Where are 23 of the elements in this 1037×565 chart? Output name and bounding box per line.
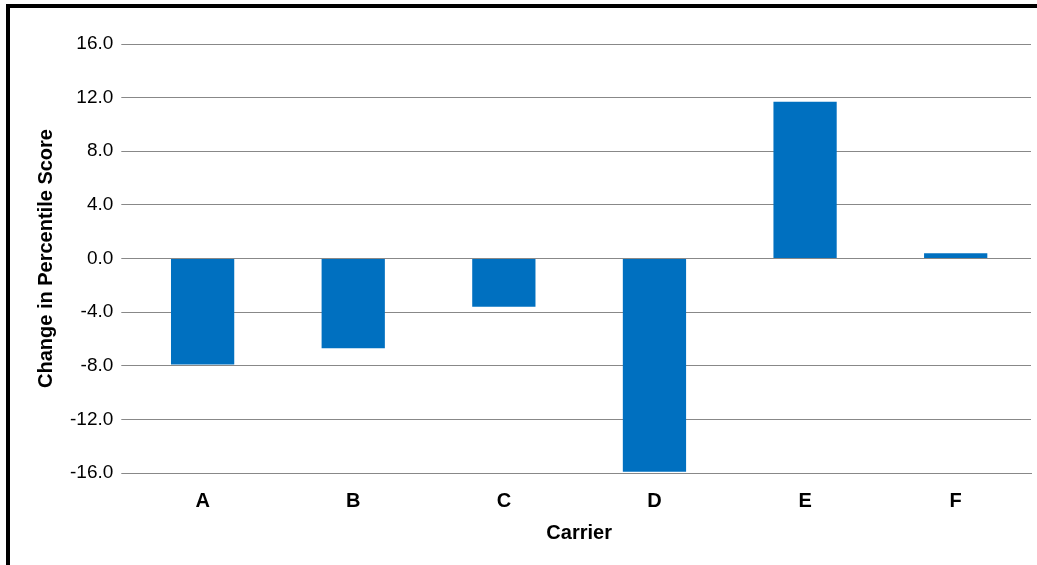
- x-tick-label: D: [647, 488, 662, 511]
- x-tick-label: A: [195, 488, 210, 511]
- y-tick-label: 0.0: [86, 246, 114, 268]
- bar: [773, 101, 837, 258]
- y-tick-label: -8.0: [80, 353, 114, 375]
- y-tick-label: -12.0: [69, 407, 114, 429]
- bar: [321, 259, 385, 349]
- y-tick-label: 12.0: [76, 85, 114, 107]
- x-tick-label: C: [496, 488, 512, 511]
- y-tick-label: 16.0: [76, 32, 114, 54]
- x-tick-label: F: [949, 488, 962, 511]
- y-tick-label: -4.0: [80, 300, 114, 322]
- x-tick-label: B: [346, 488, 361, 511]
- x-axis-title: Carrier: [546, 520, 613, 543]
- y-axis-title: Change in Percentile Score: [33, 129, 56, 388]
- y-tick-label: 4.0: [86, 193, 114, 215]
- bar: [622, 259, 687, 472]
- bar: [170, 259, 235, 365]
- y-tick-label: 8.0: [86, 139, 114, 161]
- bar: [924, 253, 988, 258]
- y-tick-label: -16.0: [69, 461, 114, 483]
- x-tick-label: E: [798, 488, 812, 511]
- bar: [472, 259, 536, 307]
